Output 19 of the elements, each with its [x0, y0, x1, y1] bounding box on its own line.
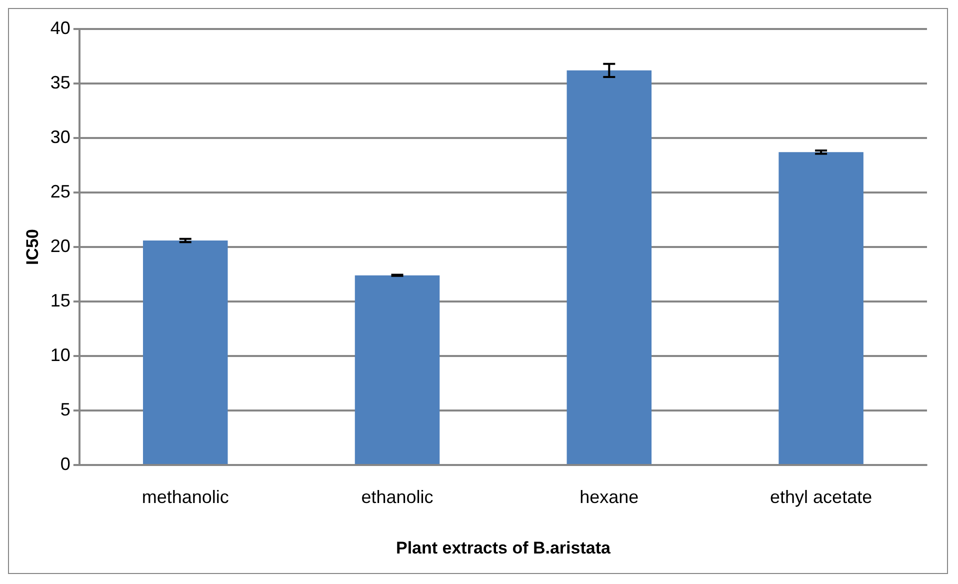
x-tick-label: ethyl acetate: [770, 486, 872, 507]
y-tick-label: 10: [50, 344, 70, 365]
bar: [778, 152, 864, 464]
bar: [142, 240, 228, 464]
y-tick-label: 0: [60, 454, 70, 474]
x-tick-label: hexane: [580, 486, 639, 507]
y-tick-label: 5: [60, 399, 70, 420]
y-tick-label: 40: [50, 18, 70, 38]
y-tick-label: 35: [50, 72, 70, 92]
x-axis-title: Plant extracts of B.aristata: [396, 538, 611, 558]
y-tick-label: 20: [50, 236, 70, 256]
bar: [566, 70, 652, 464]
x-tick-label: methanolic: [142, 486, 229, 507]
y-tick-label: 15: [50, 290, 70, 310]
bar: [354, 275, 440, 464]
y-tick-label: 25: [50, 181, 70, 202]
y-tick-label: 30: [50, 126, 70, 147]
x-tick-label: ethanolic: [361, 486, 434, 507]
y-axis-title: IC50: [22, 229, 42, 265]
